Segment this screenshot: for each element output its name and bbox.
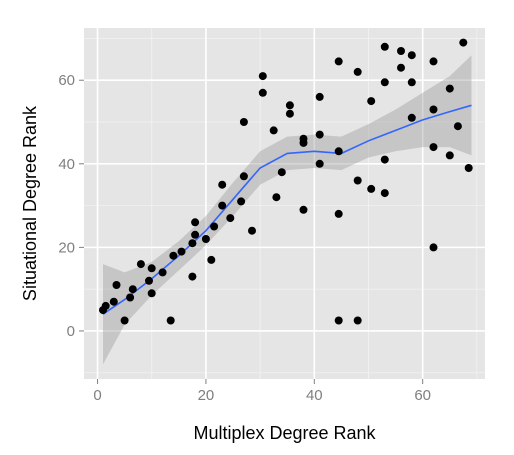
data-point: [315, 130, 324, 139]
data-point: [380, 189, 389, 198]
data-point: [120, 316, 129, 325]
data-point: [188, 272, 197, 281]
data-point: [201, 235, 210, 243]
data-point: [407, 78, 416, 87]
data-point: [177, 247, 186, 256]
x-axis-title: Multiplex Degree Rank: [193, 423, 376, 443]
y-axis-title: Situational Degree Rank: [20, 105, 40, 301]
data-point: [334, 209, 343, 218]
data-point: [397, 47, 405, 55]
data-points: [99, 38, 473, 325]
data-point: [239, 118, 248, 126]
data-point: [459, 38, 468, 47]
data-point: [191, 230, 200, 239]
data-point: [334, 57, 343, 66]
data-point: [218, 201, 227, 210]
data-point: [407, 113, 416, 122]
data-point: [145, 276, 153, 285]
data-point: [429, 105, 438, 114]
data-point: [353, 316, 362, 325]
data-point: [272, 193, 281, 202]
data-point: [367, 184, 376, 193]
data-point: [218, 180, 227, 189]
data-point: [126, 293, 135, 302]
data-point: [299, 134, 308, 143]
data-point: [109, 297, 118, 306]
data-point: [429, 243, 438, 252]
data-point: [269, 126, 278, 135]
data-point: [367, 97, 376, 106]
data-point: [258, 72, 267, 81]
data-point: [380, 78, 389, 87]
data-point: [453, 122, 462, 131]
y-axis-ticks: 0 20 40 60: [58, 72, 84, 340]
data-point: [380, 155, 389, 164]
data-point: [166, 316, 175, 325]
data-point: [464, 164, 473, 172]
data-point: [407, 51, 416, 60]
data-point: [191, 218, 200, 227]
data-point: [334, 147, 343, 156]
data-point: [147, 264, 156, 273]
y-tick-label: 0: [67, 323, 75, 340]
data-point: [207, 255, 216, 264]
data-point: [334, 316, 343, 325]
data-point: [188, 239, 197, 248]
data-point: [128, 285, 137, 294]
data-point: [429, 143, 438, 152]
data-point: [380, 42, 389, 51]
x-tick-label: 60: [414, 387, 431, 404]
y-tick-label: 40: [58, 156, 75, 173]
data-point: [239, 172, 248, 181]
data-point: [285, 101, 294, 110]
data-point: [397, 63, 405, 72]
data-point: [315, 159, 324, 168]
data-point: [158, 268, 167, 277]
data-point: [353, 67, 362, 76]
x-axis-ticks: 0 20 40 60: [93, 379, 431, 404]
major-gridlines: [84, 28, 485, 379]
data-point: [101, 301, 110, 310]
data-point: [315, 92, 324, 101]
data-point: [429, 57, 438, 66]
data-point: [248, 226, 256, 235]
x-tick-label: 20: [198, 387, 215, 404]
plot-panel: [84, 28, 485, 379]
x-tick-label: 40: [306, 387, 323, 404]
data-point: [136, 260, 145, 269]
data-point: [285, 109, 294, 118]
data-point: [353, 176, 362, 185]
data-point: [210, 222, 219, 231]
data-point: [277, 168, 286, 177]
data-point: [147, 289, 156, 298]
confidence-band: [103, 55, 472, 365]
data-point: [299, 205, 308, 214]
data-point: [237, 197, 246, 206]
data-point: [445, 84, 454, 93]
x-tick-label: 0: [93, 387, 101, 404]
data-point: [112, 281, 121, 289]
y-tick-label: 60: [58, 72, 75, 89]
data-point: [169, 251, 178, 260]
data-point: [226, 214, 235, 223]
y-tick-label: 20: [58, 239, 75, 256]
data-point: [445, 151, 454, 160]
data-point: [258, 88, 267, 97]
